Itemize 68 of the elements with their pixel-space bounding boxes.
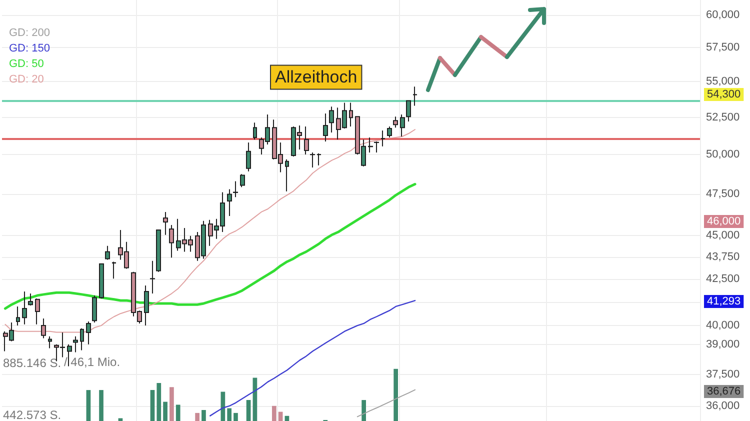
line-series: [4, 182, 416, 310]
y-tick-label: 43,750: [706, 250, 740, 263]
candlestick: [381, 130, 385, 147]
candlestick: [374, 140, 379, 154]
candlestick: [16, 306, 20, 326]
line-series: [356, 389, 416, 418]
y-tick-label: 39,000: [706, 338, 740, 351]
y-tick-label: 60,000: [706, 9, 740, 22]
y2-tick-label: 442.573 S.: [3, 408, 62, 421]
candlestick: [413, 86, 417, 106]
y-tick-label: 42,500: [706, 272, 740, 285]
candlestick: [227, 188, 232, 216]
candlestick: [99, 263, 104, 299]
y-tick-label: 37,500: [706, 368, 740, 381]
candlestick: [67, 344, 72, 367]
candlestick: [150, 260, 155, 294]
line-series: [4, 129, 416, 333]
candlestick: [310, 152, 315, 168]
candlestick: [349, 102, 353, 128]
text: GD: 20: [9, 74, 44, 86]
candlestick: [285, 158, 289, 192]
candlestick: [86, 321, 91, 345]
candlestick: [163, 211, 168, 236]
candlestick: [105, 245, 110, 260]
annotation: Allzeithoch: [275, 68, 358, 87]
y-tick-label: 55,000: [706, 76, 740, 88]
text: 46,000: [707, 216, 741, 228]
line-series: [210, 300, 416, 416]
candlestick: [92, 295, 97, 324]
candlestick: [406, 100, 411, 122]
candlestick: [253, 122, 257, 140]
candlestick: [240, 174, 245, 188]
candlestick: [233, 180, 238, 198]
text: 36,676: [707, 386, 741, 398]
candlestick: [400, 114, 405, 137]
y-tick-label: 40,000: [706, 319, 740, 332]
candlestick: [317, 152, 321, 166]
annotation: / 46,1 Mio.: [64, 355, 120, 369]
text: 41,293: [707, 296, 741, 308]
y2-tick-label: 885.146 S.: [3, 356, 62, 370]
y-tick-label: 47,500: [706, 188, 740, 200]
candlestick: [144, 284, 149, 326]
candlestick: [41, 318, 46, 339]
y-tick-label: 50,000: [706, 148, 740, 161]
candlestick: [329, 106, 334, 133]
text: GD: 150: [9, 42, 50, 54]
candlestick: [35, 298, 40, 325]
y-tick-label: 36,000: [706, 400, 740, 412]
candlestick: [80, 328, 84, 351]
candlestick: [304, 126, 309, 155]
candlestick: [169, 224, 174, 258]
candlestick: [368, 137, 373, 154]
candlestick: [393, 116, 398, 128]
y-tick-label: 57,500: [706, 42, 740, 54]
candlestick: [73, 336, 78, 353]
candlestick: [323, 113, 328, 142]
candlestick: [48, 336, 52, 349]
y-tick-label: 52,500: [706, 111, 740, 124]
candlestick: [246, 142, 251, 172]
candlestick: [112, 261, 116, 280]
text: GD: 50: [9, 58, 44, 70]
text: GD: 200: [9, 27, 50, 39]
candlestick: [156, 230, 161, 272]
y-tick-label: 45,000: [706, 229, 740, 242]
candlestick: [22, 291, 27, 325]
text: 54,300: [707, 88, 741, 100]
candlestick: [387, 126, 392, 138]
candlestick: [28, 293, 33, 306]
